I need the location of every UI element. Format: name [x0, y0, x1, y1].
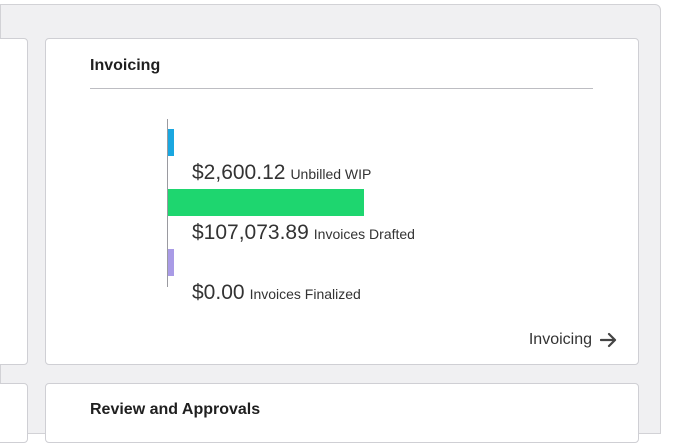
dashboard-panel: Invoicing $2,600.12 Unbilled WIP $107,07… [0, 4, 661, 443]
bar-invoices-finalized[interactable] [168, 249, 174, 276]
left-card-top [0, 38, 28, 365]
amount-unbilled-wip: $2,600.12 [192, 161, 286, 184]
left-card-bottom [0, 383, 28, 443]
amount-invoices-finalized: $0.00 [192, 281, 245, 304]
bar-unbilled-wip[interactable] [168, 129, 174, 156]
invoicing-link[interactable]: Invoicing [529, 331, 618, 349]
label-unbilled-wip: Unbilled WIP [290, 166, 372, 182]
metric-unbilled-wip: $2,600.12 Unbilled WIP [192, 161, 371, 185]
label-invoices-drafted: Invoices Drafted [313, 226, 415, 242]
chart-axis [167, 119, 168, 287]
amount-invoices-drafted: $107,073.89 [192, 221, 309, 244]
invoicing-title: Invoicing [90, 57, 161, 74]
review-approvals-card: Review and Approvals [45, 383, 639, 443]
invoicing-bar-chart: $2,600.12 Unbilled WIP $107,073.89 Invoi… [166, 119, 526, 304]
arrow-right-icon [600, 332, 617, 348]
bar-invoices-drafted[interactable] [168, 189, 364, 216]
invoicing-card: Invoicing $2,600.12 Unbilled WIP $107,07… [45, 38, 639, 365]
title-divider [90, 88, 593, 89]
review-approvals-title: Review and Approvals [90, 401, 261, 418]
label-invoices-finalized: Invoices Finalized [249, 286, 361, 302]
metric-invoices-drafted: $107,073.89 Invoices Drafted [192, 221, 415, 245]
metric-invoices-finalized: $0.00 Invoices Finalized [192, 281, 361, 305]
invoicing-link-label: Invoicing [528, 331, 592, 348]
